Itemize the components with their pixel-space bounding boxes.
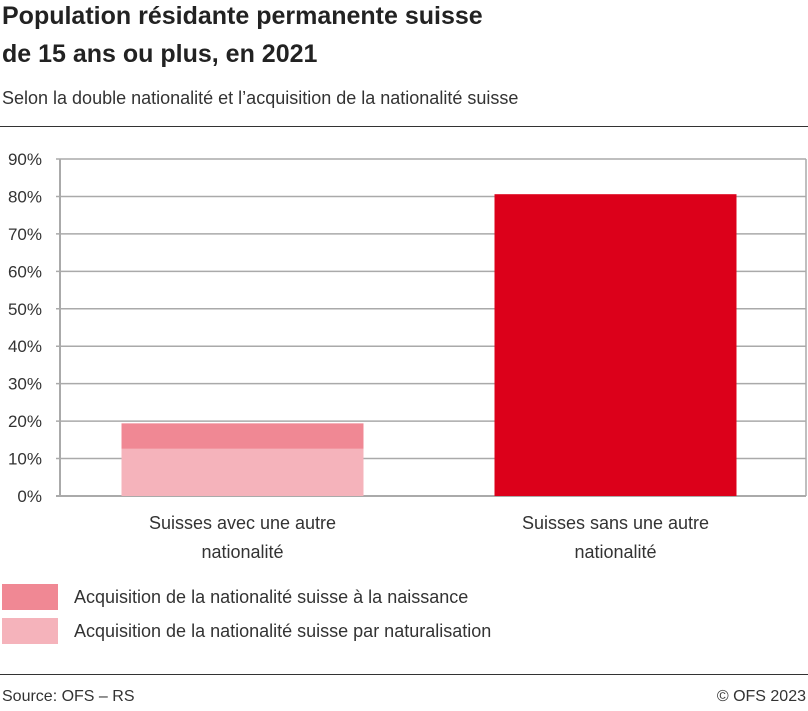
y-tick-label: 0% [17,487,42,506]
chart-title-line2: de 15 ans ou plus, en 2021 [2,40,318,68]
legend-item-naturalisation: Acquisition de la nationalité suisse par… [2,618,491,644]
chart-title-line1: Population résidante permanente suisse [2,2,483,30]
y-tick-label: 70% [8,225,42,244]
y-tick-label: 30% [8,375,42,394]
x-category-label: Suisses sans une autre [522,513,709,533]
y-tick-label: 20% [8,412,42,431]
bottom-divider [0,674,808,675]
y-tick-label: 40% [8,337,42,356]
x-category-label: nationalité [574,542,656,562]
y-tick-label: 60% [8,262,42,281]
legend-swatch [2,618,58,644]
bar-segment [121,448,364,496]
legend-swatch [2,584,58,610]
source-note: Source: OFS – RS [2,688,135,705]
legend-label: Acquisition de la nationalité suisse à l… [74,586,469,607]
y-tick-label: 80% [8,187,42,206]
copyright: © OFS 2023 [716,688,806,705]
bar-segment [121,423,364,449]
legend-item-naissance: Acquisition de la nationalité suisse à l… [2,584,468,610]
y-tick-label: 10% [8,450,42,469]
bar-segment [494,194,737,496]
plot-area: 0% 10% 20% 30% 40% 50% 60% 70% 80% 90% Suisses ave… [8,150,807,562]
chart-subtitle: Selon la double nationalité et l’acquisi… [2,88,519,108]
x-category-label: Suisses avec une autre [149,513,336,533]
legend-label: Acquisition de la nationalité suisse par… [74,620,492,641]
top-divider [0,126,808,127]
y-tick-label: 90% [8,150,42,169]
x-category-label: nationalité [201,542,283,562]
y-tick-label: 50% [8,300,42,319]
